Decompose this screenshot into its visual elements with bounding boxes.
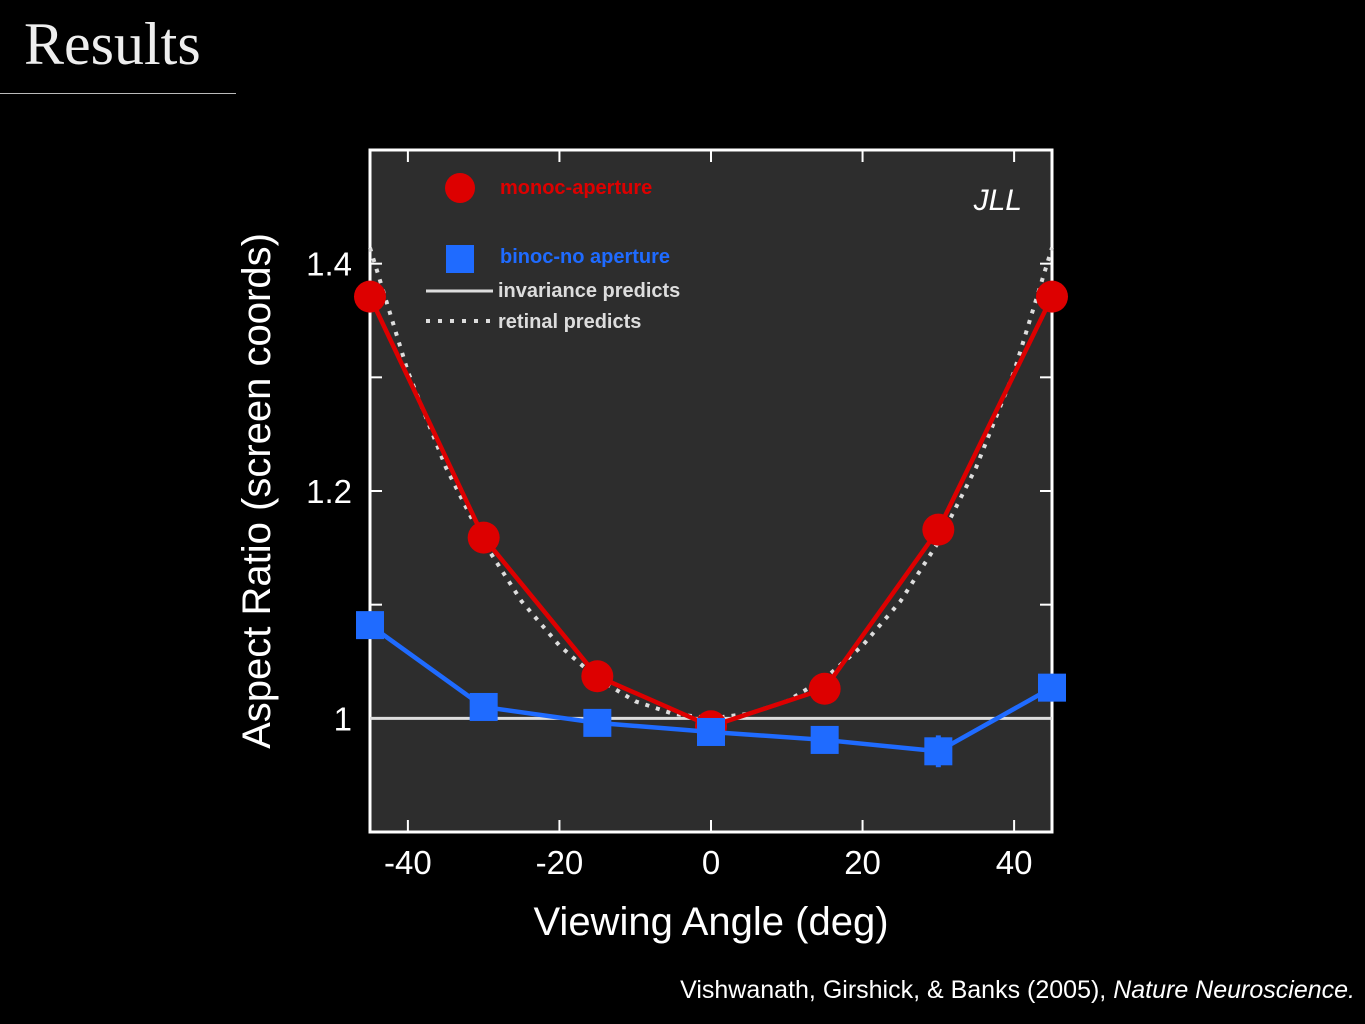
citation-journal: Nature Neuroscience. (1113, 976, 1355, 1004)
legend-label: binoc-no aperture (500, 246, 670, 268)
data-point-square (924, 737, 953, 766)
data-point-square (469, 692, 498, 721)
data-point-circle (581, 660, 614, 693)
x-axis-label: Viewing Angle (deg) (533, 900, 888, 944)
citation: Vishwanath, Girshick, & Banks (2005), Na… (680, 976, 1355, 1005)
legend-square-marker (446, 245, 474, 273)
y-tick-label: 1 (334, 700, 352, 737)
data-point-square (583, 708, 612, 737)
slide-title: Results (24, 11, 201, 77)
x-tick-label: 20 (844, 844, 881, 881)
legend-label: invariance predicts (498, 280, 680, 302)
x-tick-label: 0 (702, 844, 720, 881)
x-tick-label: 40 (996, 844, 1033, 881)
data-point-circle (467, 521, 500, 554)
data-point-square (356, 611, 384, 640)
data-point-square (810, 725, 839, 754)
citation-authors: Vishwanath, Girshick, & Banks (2005), (680, 976, 1107, 1004)
title-divider (0, 93, 236, 94)
x-tick-label: -20 (536, 844, 584, 881)
data-point-square (1038, 673, 1066, 702)
legend-label: retinal predicts (498, 311, 641, 333)
subject-label: JLL (973, 184, 1022, 217)
y-tick-label: 1.4 (306, 246, 352, 283)
data-point-circle (922, 513, 955, 546)
x-tick-label: -40 (384, 844, 432, 881)
y-tick-label: 1.2 (306, 473, 352, 510)
data-point-circle (1036, 280, 1068, 313)
data-point-circle (808, 672, 841, 705)
data-point-circle (354, 280, 386, 313)
y-axis-label: Aspect Ratio (screen coords) (235, 233, 279, 749)
legend-circle-marker (445, 173, 475, 203)
legend-label: monoc-aperture (500, 177, 652, 199)
data-point-square (697, 717, 725, 746)
